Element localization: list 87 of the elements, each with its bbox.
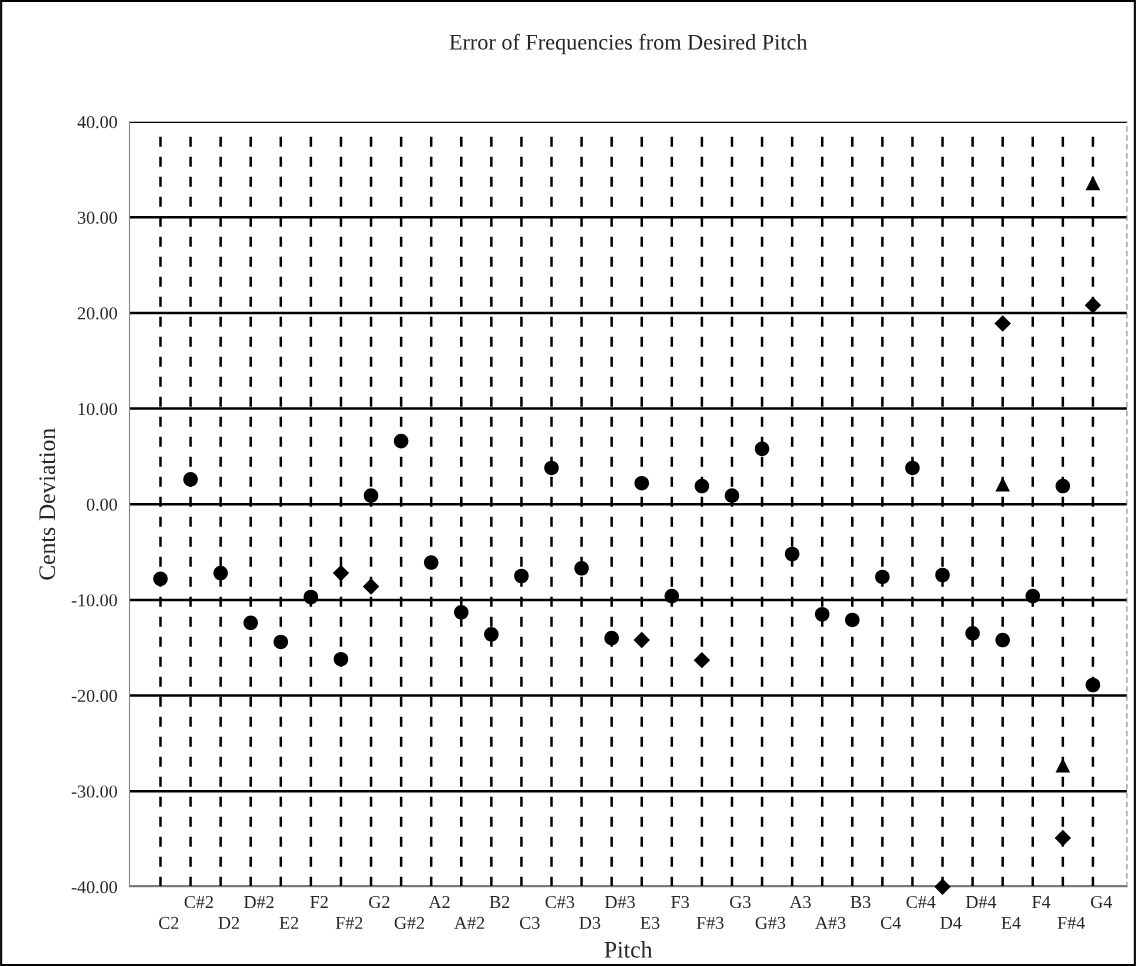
y-tick-label: 30.00: [77, 211, 118, 224]
point: [453, 605, 469, 620]
x-tick-label: A#3: [815, 916, 846, 929]
x-tick-label: C3: [519, 916, 540, 929]
point: [1054, 829, 1072, 847]
point: [814, 606, 830, 622]
x-tick-label: B3: [850, 895, 871, 909]
point: [1055, 758, 1071, 773]
x-tick-label: B2: [489, 895, 510, 908]
x-axis-title: Pitch: [604, 941, 653, 958]
y-axis-title: Cents Deviation: [39, 428, 56, 580]
point: [604, 630, 619, 646]
point: [784, 546, 800, 562]
point: [333, 651, 349, 667]
point: [243, 615, 258, 631]
point: [934, 878, 951, 895]
point: [362, 578, 380, 595]
x-tick-label: E2: [279, 916, 299, 929]
x-tick-label: D#4: [965, 896, 997, 908]
x-tick-label: E3: [640, 916, 660, 929]
point: [995, 476, 1010, 492]
x-tick-label: E4: [1001, 916, 1021, 929]
point: [544, 460, 559, 476]
point: [633, 631, 650, 649]
point: [363, 488, 379, 503]
x-tick-label: G3: [730, 895, 751, 909]
x-tick-label: C2: [159, 916, 179, 929]
x-tick-label: C#2: [184, 895, 213, 909]
x-tick-label: A2: [428, 895, 450, 908]
point: [965, 626, 980, 641]
point: [875, 569, 890, 585]
x-tick-label: D2: [218, 916, 240, 929]
point: [574, 561, 589, 576]
x-tick-label: D#2: [244, 895, 274, 908]
x-tick-label: F4: [1032, 896, 1051, 908]
point: [1085, 677, 1101, 693]
y-tick-label: 10.00: [78, 402, 118, 416]
x-tick-label: F2: [310, 895, 328, 908]
point: [484, 627, 499, 642]
point: [693, 651, 711, 669]
x-tick-label: G4: [1090, 895, 1113, 909]
point: [1055, 478, 1071, 494]
point: [273, 634, 289, 650]
y-tick-label: -40.00: [71, 881, 118, 894]
point: [213, 565, 228, 581]
y-tick-label: -20.00: [71, 689, 118, 703]
point: [754, 441, 770, 457]
x-tick-label: A#2: [454, 916, 485, 929]
y-tick-label: 20.00: [77, 307, 118, 320]
point: [303, 589, 319, 605]
x-tick-label: C#4: [906, 895, 936, 909]
point: [994, 315, 1011, 332]
point: [393, 433, 409, 449]
point: [1025, 588, 1041, 604]
point: [423, 555, 439, 570]
point: [1084, 297, 1102, 314]
x-tick-label: F#3: [696, 916, 724, 929]
point: [1085, 175, 1101, 191]
x-tick-label: D4: [940, 916, 962, 929]
y-tick-label: 0.00: [86, 498, 118, 511]
point: [905, 460, 920, 476]
x-tick-label: F#4: [1057, 916, 1085, 929]
x-tick-label: C#3: [545, 895, 575, 909]
x-tick-label: D3: [579, 916, 601, 929]
point: [153, 571, 168, 587]
y-tick-label: 40.00: [77, 115, 118, 129]
point: [935, 567, 950, 583]
point: [514, 568, 529, 584]
point: [724, 488, 740, 503]
point: [332, 564, 350, 582]
point: [634, 475, 650, 491]
point: [664, 588, 680, 604]
point: [995, 632, 1010, 648]
x-tick-label: F3: [671, 895, 689, 909]
x-tick-label: D#3: [604, 895, 635, 909]
x-tick-label: C4: [880, 916, 901, 929]
point: [845, 612, 860, 628]
y-tick-label: -30.00: [71, 785, 118, 798]
point: [694, 478, 710, 494]
x-tick-label: A3: [789, 895, 811, 909]
x-tick-label: G#3: [755, 916, 786, 929]
x-tick-label: G2: [369, 895, 390, 909]
x-tick-label: F#2: [335, 916, 363, 929]
y-tick-label: -10.00: [71, 594, 118, 607]
x-tick-label: G#2: [394, 916, 424, 929]
chart-title: Error of Frequencies from Desired Pitch: [449, 33, 808, 55]
point: [183, 472, 198, 487]
